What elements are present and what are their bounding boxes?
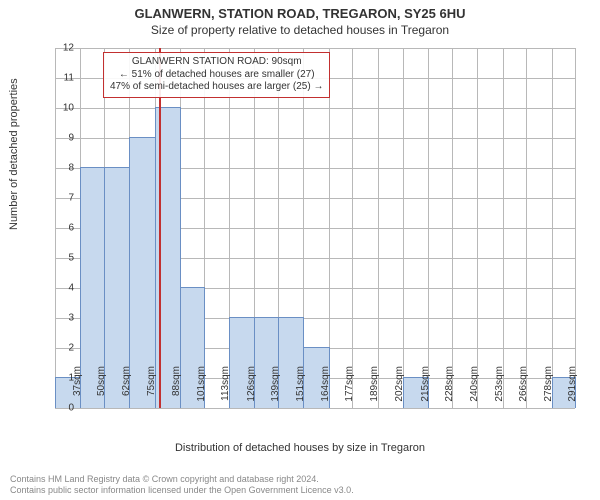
x-tick-label: 278sqm xyxy=(543,366,554,416)
y-tick-label: 3 xyxy=(54,313,74,324)
gridline-horizontal xyxy=(55,108,575,109)
gridline-vertical xyxy=(428,48,429,408)
x-tick-label: 151sqm xyxy=(295,366,306,416)
x-tick-label: 164sqm xyxy=(320,366,331,416)
x-tick-label: 113sqm xyxy=(220,366,231,416)
x-tick-label: 291sqm xyxy=(567,366,578,416)
footer-line-1: Contains HM Land Registry data © Crown c… xyxy=(10,474,354,485)
x-tick-label: 50sqm xyxy=(96,366,107,416)
y-tick-label: 4 xyxy=(54,283,74,294)
gridline-vertical xyxy=(452,48,453,408)
chart-subtitle: Size of property relative to detached ho… xyxy=(0,21,600,37)
annotation-line: ← 51% of detached houses are smaller (27… xyxy=(110,69,323,82)
gridline-vertical xyxy=(477,48,478,408)
footer-text: Contains HM Land Registry data © Crown c… xyxy=(10,474,354,497)
x-tick-label: 177sqm xyxy=(344,366,355,416)
y-tick-label: 10 xyxy=(54,103,74,114)
gridline-vertical xyxy=(526,48,527,408)
x-tick-label: 240sqm xyxy=(469,366,480,416)
x-tick-label: 253sqm xyxy=(494,366,505,416)
gridline-vertical xyxy=(403,48,404,408)
annotation-line: 47% of semi-detached houses are larger (… xyxy=(110,81,323,94)
gridline-vertical xyxy=(352,48,353,408)
footer-line-2: Contains public sector information licen… xyxy=(10,485,354,496)
x-axis-label: Distribution of detached houses by size … xyxy=(0,442,600,454)
y-tick-label: 2 xyxy=(54,343,74,354)
y-tick-label: 5 xyxy=(54,253,74,264)
x-tick-label: 139sqm xyxy=(270,366,281,416)
gridline-vertical xyxy=(378,48,379,408)
y-tick-label: 12 xyxy=(54,43,74,54)
y-tick-label: 8 xyxy=(54,163,74,174)
chart-plot-area: GLANWERN STATION ROAD: 90sqm← 51% of det… xyxy=(55,48,575,408)
x-tick-label: 101sqm xyxy=(196,366,207,416)
y-tick-label: 7 xyxy=(54,193,74,204)
x-tick-label: 202sqm xyxy=(394,366,405,416)
chart-title: GLANWERN, STATION ROAD, TREGARON, SY25 6… xyxy=(0,0,600,21)
y-tick-label: 1 xyxy=(54,373,74,384)
x-tick-label: 37sqm xyxy=(72,366,83,416)
plot-surface: GLANWERN STATION ROAD: 90sqm← 51% of det… xyxy=(55,48,575,408)
gridline-vertical xyxy=(503,48,504,408)
x-tick-label: 88sqm xyxy=(171,366,182,416)
chart-container: GLANWERN, STATION ROAD, TREGARON, SY25 6… xyxy=(0,0,600,500)
property-marker-line xyxy=(159,48,161,408)
y-tick-label: 11 xyxy=(54,73,74,84)
annotation-line: GLANWERN STATION ROAD: 90sqm xyxy=(110,56,323,69)
x-tick-label: 189sqm xyxy=(369,366,380,416)
gridline-vertical xyxy=(575,48,576,408)
y-tick-label: 9 xyxy=(54,133,74,144)
x-tick-label: 75sqm xyxy=(146,366,157,416)
y-tick-label: 0 xyxy=(54,403,74,414)
y-axis-label: Number of detached properties xyxy=(8,78,20,230)
x-tick-label: 215sqm xyxy=(420,366,431,416)
x-tick-label: 62sqm xyxy=(121,366,132,416)
annotation-box: GLANWERN STATION ROAD: 90sqm← 51% of det… xyxy=(103,52,330,98)
x-tick-label: 266sqm xyxy=(518,366,529,416)
x-tick-label: 126sqm xyxy=(246,366,257,416)
x-tick-label: 228sqm xyxy=(444,366,455,416)
gridline-vertical xyxy=(552,48,553,408)
y-tick-label: 6 xyxy=(54,223,74,234)
gridline-horizontal xyxy=(55,48,575,49)
